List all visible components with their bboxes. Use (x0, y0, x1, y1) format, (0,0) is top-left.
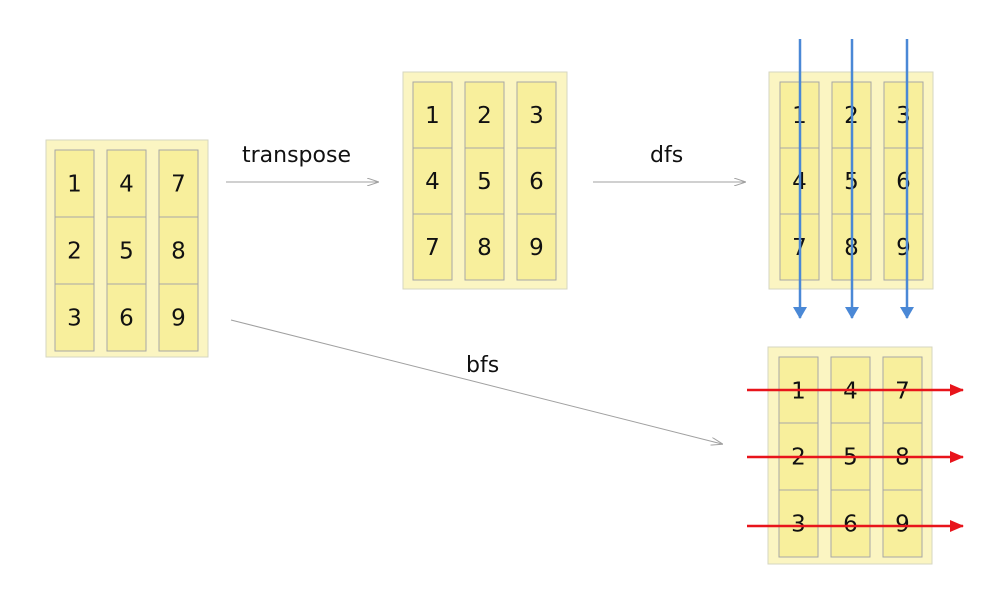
cell-value: 4 (425, 169, 440, 195)
cell-value: 8 (171, 239, 186, 265)
cell-value: 7 (425, 235, 440, 261)
grid-original: 1 2 3 4 5 6 7 8 9 (45, 139, 209, 358)
grid-column: 1 2 3 (54, 149, 95, 352)
bfs-traversal-arrows (747, 384, 964, 532)
column-box (516, 81, 557, 281)
transpose-label: transpose (242, 143, 351, 168)
cell-value: 2 (477, 103, 492, 129)
cell-value: 6 (896, 169, 911, 195)
grid-transposed: 1 4 7 2 5 8 3 6 9 (402, 71, 568, 290)
bfs-arrow (230, 319, 722, 444)
cell-value: 9 (896, 235, 911, 261)
column-box (106, 149, 147, 352)
cell-value: 6 (843, 512, 858, 538)
cell-value: 4 (843, 379, 858, 405)
cell-value: 9 (171, 306, 186, 332)
column-box (464, 81, 505, 281)
cell-value: 6 (119, 306, 134, 332)
cell-value: 3 (791, 512, 806, 538)
cell-value: 3 (896, 103, 911, 129)
column-box (412, 81, 453, 281)
cell-value: 7 (171, 172, 186, 198)
grid-column: 3 6 9 (516, 81, 557, 281)
cell-value: 1 (67, 172, 82, 198)
cell-value: 3 (67, 306, 82, 332)
grid-column: 4 5 6 (106, 149, 147, 352)
grid-column: 1 4 7 (412, 81, 453, 281)
cell-value: 8 (477, 235, 492, 261)
column-box (54, 149, 95, 352)
cell-value: 3 (529, 103, 544, 129)
cell-value: 1 (791, 379, 806, 405)
cell-value: 1 (425, 103, 440, 129)
cell-value: 9 (895, 512, 910, 538)
bfs-label: bfs (466, 353, 500, 378)
cell-value: 5 (119, 239, 134, 265)
column-box (158, 149, 199, 352)
grid-column: 2 5 8 (464, 81, 505, 281)
dfs-traversal-arrows (793, 39, 914, 319)
cell-value: 2 (67, 239, 82, 265)
dfs-label: dfs (650, 143, 684, 168)
grid-column: 7 8 9 (158, 149, 199, 352)
cell-value: 6 (529, 169, 544, 195)
cell-value: 9 (529, 235, 544, 261)
cell-value: 4 (119, 172, 134, 198)
grid-column: 3 6 9 (883, 81, 924, 281)
cell-value: 5 (477, 169, 492, 195)
column-box (883, 81, 924, 281)
cell-value: 7 (895, 379, 910, 405)
